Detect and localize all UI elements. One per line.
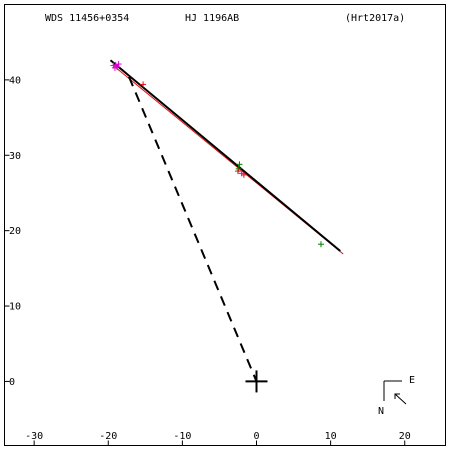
observation-red <box>140 81 147 88</box>
orbit-line <box>109 59 341 252</box>
observation-magenta <box>238 170 245 177</box>
wds-id-label: WDS 11456+0354 <box>45 13 129 24</box>
plot-frame <box>4 4 446 446</box>
observations <box>110 61 324 248</box>
x-tick-label: -30 <box>25 431 43 442</box>
x-tick-label: -10 <box>173 431 191 442</box>
observation-green <box>236 161 243 168</box>
orbit-group <box>109 59 344 382</box>
motion-arrow-icon <box>394 393 407 405</box>
reference-label: (Hrt2017a) <box>345 13 405 24</box>
y-axis: 0 10 20 30 40 <box>4 75 21 388</box>
primary-star-marker <box>245 370 268 393</box>
y-tick-label: 40 <box>9 75 21 86</box>
compass-east-label: E <box>409 375 415 386</box>
x-tick-label: 10 <box>325 431 337 442</box>
y-tick-label: 10 <box>9 302 21 313</box>
compass-north-label: N <box>378 406 384 417</box>
observation-green <box>317 241 324 248</box>
x-axis: -30 -20 -10 0 10 20 <box>25 431 411 446</box>
motion-arrowhead-icon <box>394 393 400 399</box>
observation-red <box>234 168 241 175</box>
compass: E N <box>378 375 415 417</box>
x-tick-label: 0 <box>253 431 259 442</box>
y-tick-label: 30 <box>9 151 21 162</box>
x-tick-label: 20 <box>399 431 411 442</box>
discoverer-label: HJ 1196AB <box>185 13 239 24</box>
y-tick-label: 0 <box>9 377 15 388</box>
observation-magenta <box>111 64 118 71</box>
y-tick-label: 20 <box>9 226 21 237</box>
x-tick-label: -20 <box>99 431 117 442</box>
periastron-line <box>128 76 258 382</box>
observation-magenta <box>115 61 122 68</box>
